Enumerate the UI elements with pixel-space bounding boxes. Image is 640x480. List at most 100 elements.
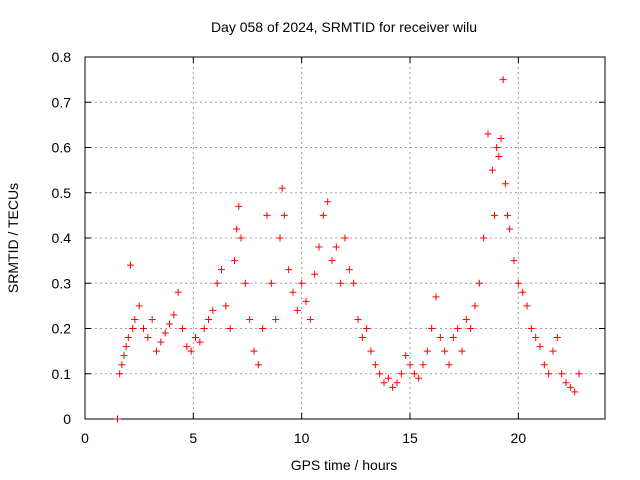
- data-point: [354, 315, 362, 323]
- data-point: [566, 383, 574, 391]
- data-point: [187, 347, 195, 355]
- data-point: [233, 225, 241, 233]
- data-point: [157, 338, 165, 346]
- data-point: [196, 338, 204, 346]
- data-point: [341, 234, 349, 242]
- data-point: [276, 234, 284, 242]
- data-point: [231, 257, 238, 265]
- data-point: [241, 279, 249, 287]
- data-point: [129, 325, 137, 332]
- y-tick-label: 0.7: [52, 94, 72, 110]
- data-point: [166, 320, 173, 328]
- data-point: [445, 361, 453, 369]
- x-tick-label: 5: [189, 430, 197, 446]
- y-tick-label: 0.5: [52, 185, 72, 201]
- data-point: [493, 144, 501, 151]
- data-point: [246, 315, 254, 323]
- data-point: [454, 325, 462, 332]
- data-point: [116, 370, 124, 378]
- data-point: [200, 325, 208, 332]
- data-point: [120, 352, 128, 360]
- data-point: [558, 370, 566, 378]
- data-point: [122, 343, 130, 351]
- y-tick-labels: 0 0.1 0.2 0.3 0.4 0.5 0.6 0.7 0.8: [52, 49, 72, 427]
- data-point: [402, 352, 410, 360]
- data-point: [311, 270, 319, 278]
- data-point: [337, 279, 345, 287]
- data-point: [406, 361, 414, 369]
- data-point: [436, 334, 444, 342]
- data-point: [293, 306, 301, 314]
- data-point: [363, 325, 371, 332]
- data-point: [532, 334, 540, 342]
- data-point: [389, 383, 397, 391]
- data-point: [514, 279, 522, 287]
- data-point: [192, 334, 199, 342]
- chart-title: Day 058 of 2024, SRMTID for receiver wil…: [211, 19, 477, 35]
- y-tick-label: 0.2: [52, 321, 72, 337]
- data-point: [562, 379, 570, 387]
- data-point: [475, 279, 483, 287]
- data-point: [259, 325, 267, 332]
- data-point: [140, 325, 147, 332]
- data-point: [289, 288, 297, 296]
- data-point: [497, 134, 505, 142]
- data-point: [519, 288, 527, 296]
- data-point: [419, 361, 427, 369]
- x-tick-label: 0: [81, 430, 89, 446]
- data-point: [144, 334, 152, 342]
- data-points: [114, 76, 583, 423]
- data-point: [491, 211, 498, 219]
- data-point: [213, 279, 221, 287]
- data-point: [302, 297, 310, 305]
- x-tick-label: 10: [294, 430, 310, 446]
- data-point: [280, 211, 288, 219]
- y-tick-label: 0.1: [52, 366, 72, 382]
- data-point: [488, 166, 496, 174]
- data-point: [222, 302, 230, 310]
- axis-ticks: [84, 56, 605, 420]
- data-point: [501, 180, 509, 188]
- data-point: [575, 370, 583, 378]
- data-point: [371, 361, 379, 369]
- data-point: [332, 243, 340, 251]
- data-point: [441, 347, 449, 355]
- data-point: [114, 415, 121, 423]
- data-point: [376, 370, 384, 378]
- data-point: [384, 374, 392, 382]
- data-point: [328, 257, 336, 265]
- data-point: [179, 325, 186, 332]
- data-point: [174, 288, 182, 296]
- data-point: [495, 153, 503, 161]
- y-tick-label: 0.4: [52, 230, 72, 246]
- y-tick-label: 0: [63, 411, 71, 427]
- data-point: [449, 334, 457, 342]
- data-point: [540, 361, 548, 369]
- y-tick-label: 0.3: [52, 275, 72, 291]
- y-tick-label: 0.6: [52, 140, 72, 156]
- data-point: [549, 347, 557, 355]
- data-point: [545, 370, 553, 378]
- data-point: [135, 302, 143, 310]
- data-point: [263, 211, 271, 219]
- data-point: [161, 329, 169, 337]
- data-point: [523, 302, 531, 310]
- data-point: [285, 266, 293, 274]
- data-point: [504, 211, 511, 219]
- data-point: [367, 347, 375, 355]
- data-point: [205, 315, 212, 323]
- x-tick-labels: 0 5 10 15 20: [81, 430, 526, 446]
- data-point: [278, 184, 286, 192]
- data-point: [480, 234, 488, 242]
- data-point: [510, 257, 518, 265]
- data-point: [506, 225, 514, 233]
- data-point: [553, 334, 561, 342]
- data-point: [170, 311, 178, 319]
- data-point: [226, 325, 234, 332]
- data-point: [124, 334, 132, 342]
- data-point: [218, 266, 225, 274]
- data-point: [350, 279, 358, 287]
- data-point: [306, 315, 314, 323]
- data-point: [380, 379, 388, 387]
- data-point: [467, 325, 475, 332]
